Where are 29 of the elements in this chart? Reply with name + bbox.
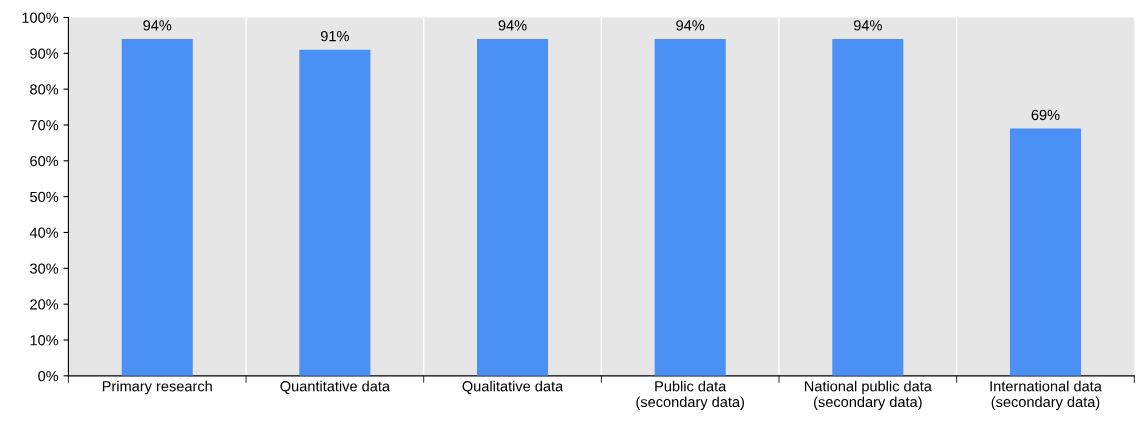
y-tick-label: 10% bbox=[30, 335, 59, 346]
bar bbox=[121, 38, 193, 376]
y-tick-label: 30% bbox=[30, 263, 59, 274]
x-tick-label: National public data (secondary data) bbox=[804, 380, 932, 410]
y-tick-label: 50% bbox=[30, 191, 59, 203]
x-tick-label: Quantitative data bbox=[280, 380, 391, 394]
bar bbox=[832, 38, 904, 376]
data-label: 94% bbox=[143, 20, 172, 31]
bar bbox=[477, 38, 549, 376]
bar bbox=[1009, 128, 1081, 376]
y-tick-label: 0% bbox=[38, 370, 59, 382]
data-label: 94% bbox=[676, 20, 705, 31]
data-label: 91% bbox=[320, 30, 349, 42]
y-tick-label: 80% bbox=[30, 84, 59, 95]
y-tick-label: 20% bbox=[30, 299, 59, 310]
y-tick-label: 100% bbox=[22, 12, 59, 23]
y-tick-label: 60% bbox=[30, 155, 59, 167]
x-tick-label: Public data (secondary data) bbox=[636, 380, 744, 410]
y-tick-label: 90% bbox=[30, 48, 59, 59]
x-tick-label: International data (secondary data) bbox=[990, 380, 1102, 410]
y-tick-label: 40% bbox=[29, 227, 59, 238]
bar bbox=[654, 38, 726, 376]
data-label: 69% bbox=[1031, 109, 1060, 121]
x-tick-label: Qualitative data bbox=[462, 380, 564, 394]
data-label: 94% bbox=[498, 20, 527, 31]
x-tick-label: Primary research bbox=[102, 380, 212, 395]
y-tick-label: 70% bbox=[30, 120, 59, 131]
bar bbox=[299, 49, 371, 376]
data-label: 94% bbox=[853, 20, 882, 31]
